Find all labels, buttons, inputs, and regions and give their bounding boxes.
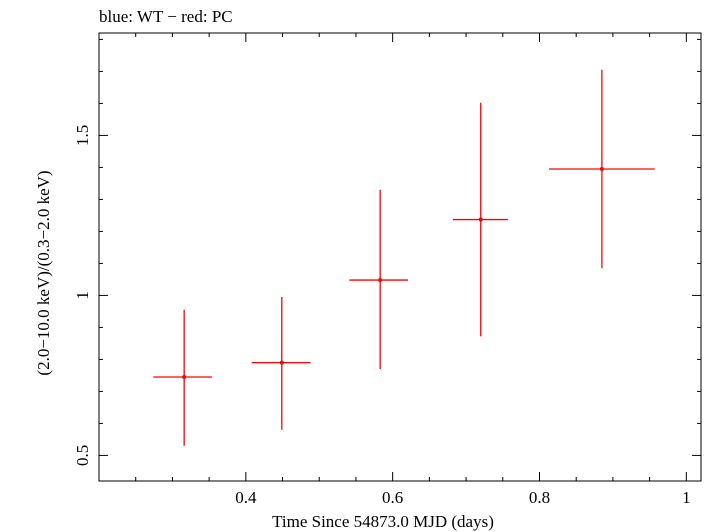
x-tick-label: 0.4: [235, 488, 257, 507]
y-axis-label: (2.0−10.0 keV)/(0.3−2.0 keV): [34, 170, 53, 375]
data-point: [251, 297, 311, 430]
y-tick-label: 1.5: [73, 125, 92, 146]
x-tick-label: 0.6: [382, 488, 403, 507]
point-marker: [182, 375, 187, 379]
data-point: [549, 69, 655, 269]
point-marker: [279, 360, 284, 365]
data-point: [452, 102, 508, 337]
data-series: [153, 69, 655, 446]
point-marker: [378, 278, 383, 283]
point-marker: [599, 167, 604, 171]
data-point: [153, 309, 213, 446]
x-axis-label: Time Since 54873.0 MJD (days): [272, 512, 494, 531]
x-tick-label: 1: [682, 488, 691, 507]
point-marker: [478, 217, 483, 222]
y-tick-label: 1: [73, 291, 92, 300]
y-tick-label: 0.5: [73, 445, 92, 466]
chart-title: blue: WT − red: PC: [99, 7, 233, 26]
axis-ticks: [99, 33, 701, 481]
data-point: [349, 189, 409, 369]
tick-labels: 0.4 0.6 0.8 1 0.5 1 1.5: [73, 125, 691, 507]
x-tick-label: 0.8: [529, 488, 550, 507]
plot-frame: [98, 32, 702, 482]
